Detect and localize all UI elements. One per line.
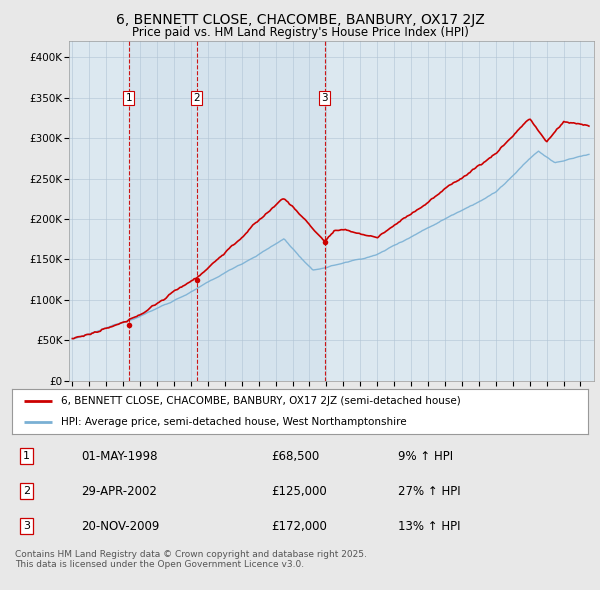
Text: 2: 2 [193, 93, 200, 103]
Text: 01-MAY-1998: 01-MAY-1998 [81, 450, 158, 463]
Text: 1: 1 [23, 451, 30, 461]
Text: Contains HM Land Registry data © Crown copyright and database right 2025.
This d: Contains HM Land Registry data © Crown c… [15, 550, 367, 569]
Text: 1: 1 [125, 93, 132, 103]
Text: 3: 3 [321, 93, 328, 103]
Text: HPI: Average price, semi-detached house, West Northamptonshire: HPI: Average price, semi-detached house,… [61, 417, 407, 427]
Text: £125,000: £125,000 [271, 484, 327, 498]
Text: Price paid vs. HM Land Registry's House Price Index (HPI): Price paid vs. HM Land Registry's House … [131, 26, 469, 39]
Text: 27% ↑ HPI: 27% ↑ HPI [398, 484, 461, 498]
Text: 29-APR-2002: 29-APR-2002 [81, 484, 157, 498]
Text: 13% ↑ HPI: 13% ↑ HPI [398, 520, 460, 533]
Text: 6, BENNETT CLOSE, CHACOMBE, BANBURY, OX17 2JZ: 6, BENNETT CLOSE, CHACOMBE, BANBURY, OX1… [116, 13, 484, 27]
Text: 2: 2 [23, 486, 30, 496]
Text: £172,000: £172,000 [271, 520, 327, 533]
Text: 9% ↑ HPI: 9% ↑ HPI [398, 450, 453, 463]
Text: 20-NOV-2009: 20-NOV-2009 [81, 520, 160, 533]
Text: 6, BENNETT CLOSE, CHACOMBE, BANBURY, OX17 2JZ (semi-detached house): 6, BENNETT CLOSE, CHACOMBE, BANBURY, OX1… [61, 396, 461, 407]
Text: 3: 3 [23, 521, 30, 531]
Bar [129, 41, 325, 381]
Text: £68,500: £68,500 [271, 450, 319, 463]
